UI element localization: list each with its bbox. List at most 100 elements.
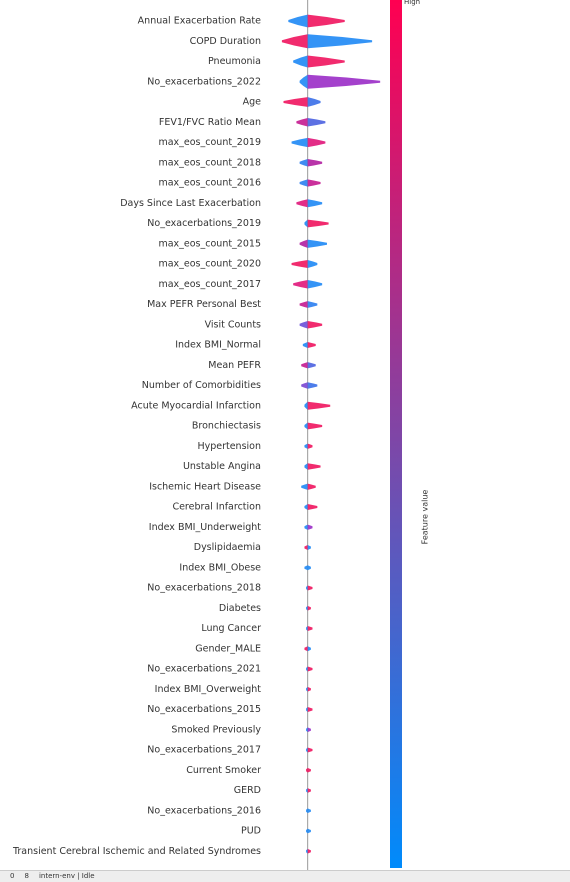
shap-spread: [307, 260, 318, 268]
feature-label: GERD: [234, 785, 261, 796]
shap-spread: [304, 219, 308, 228]
status-item: 0: [10, 872, 15, 880]
shap-spread: [307, 321, 323, 329]
shap-spread: [307, 483, 316, 490]
shap-spread: [299, 179, 308, 187]
feature-label: Diabetes: [219, 603, 261, 614]
shap-spread: [307, 14, 345, 28]
feature-label: No_exacerbations_2015: [147, 704, 261, 715]
shap-spread: [304, 504, 308, 510]
shap-spread: [296, 118, 308, 127]
shap-spread: [307, 137, 326, 148]
status-item: intern-env | Idle: [38, 872, 95, 880]
shap-spread: [307, 565, 311, 571]
shap-spread: [299, 301, 308, 308]
feature-label: Lung Cancer: [201, 623, 261, 634]
shap-spread: [301, 362, 308, 369]
feature-label: No_exacerbations_2022: [147, 76, 261, 87]
feature-label: No_exacerbations_2016: [147, 805, 261, 816]
shap-spread: [307, 97, 321, 107]
colorbar-high-label: High: [404, 0, 420, 6]
shap-spread: [299, 159, 308, 167]
shap-spread: [307, 788, 311, 793]
shap-spread: [307, 545, 311, 550]
shap-spread: [307, 808, 311, 814]
feature-label: Index BMI_Obese: [179, 562, 261, 573]
shap-spread: [307, 747, 313, 753]
shap-spread: [307, 179, 321, 187]
feature-label: Smoked Previously: [171, 724, 261, 735]
colorbar: [390, 0, 402, 868]
shap-spread: [291, 260, 308, 268]
shap-spread: [306, 747, 308, 753]
feature-label: Gender_MALE: [195, 643, 261, 654]
shap-spread: [307, 422, 323, 430]
shap-spread: [304, 463, 308, 470]
feature-label: max_eos_count_2017: [158, 279, 261, 290]
feature-label: max_eos_count_2015: [158, 238, 261, 249]
feature-label: COPD Duration: [190, 36, 261, 47]
feature-label: Annual Exacerbation Rate: [138, 16, 261, 27]
feature-label: Pneumonia: [208, 56, 261, 67]
shap-spread: [307, 666, 313, 672]
shap-spread: [307, 34, 373, 49]
shap-spread: [307, 199, 323, 208]
shap-spread: [293, 55, 308, 68]
shap-spread: [291, 137, 308, 148]
shap-spread: [307, 74, 381, 89]
shap-spread: [307, 828, 311, 834]
shap-spread: [306, 727, 308, 733]
shap-spread: [299, 321, 308, 329]
shap-spread: [307, 219, 329, 228]
feature-label: Current Smoker: [186, 765, 261, 776]
shap-spread: [304, 565, 308, 571]
shap-spread: [306, 707, 308, 712]
feature-label: Age: [243, 97, 262, 108]
shap-spread: [293, 280, 308, 289]
shap-spread: [281, 34, 308, 49]
shap-spread: [304, 422, 308, 430]
shap-spread: [307, 504, 318, 510]
shap-spread: [307, 443, 313, 449]
feature-label: Number of Comorbidities: [142, 380, 261, 391]
shap-spread: [306, 666, 308, 672]
shap-spread: [304, 646, 308, 652]
colorbar-label: Feature value: [421, 490, 430, 545]
feature-label: No_exacerbations_2018: [147, 583, 261, 594]
shap-spread: [307, 342, 316, 348]
feature-label: Ischemic Heart Disease: [149, 481, 261, 492]
shap-spread: [307, 767, 311, 773]
shap-spread: [306, 686, 308, 692]
feature-label: Mean PEFR: [208, 360, 261, 371]
feature-label: max_eos_count_2016: [158, 178, 261, 189]
feature-label: max_eos_count_2020: [158, 259, 261, 270]
shap-spread: [307, 301, 318, 308]
feature-label: Unstable Angina: [183, 461, 261, 472]
shap-spread: [306, 767, 308, 773]
feature-label: No_exacerbations_2019: [147, 218, 261, 229]
shap-spread: [302, 342, 308, 348]
shap-spread: [307, 463, 321, 470]
feature-label: Max PEFR Personal Best: [147, 299, 261, 310]
shap-spread: [306, 808, 308, 814]
shap-spread: [306, 848, 308, 854]
feature-label: PUD: [241, 826, 261, 837]
shap-spread: [307, 727, 311, 733]
shap-spread: [304, 443, 308, 449]
shap-spread: [288, 14, 308, 28]
feature-label: max_eos_count_2018: [158, 157, 261, 168]
shap-spread: [304, 401, 308, 410]
shap-spread: [307, 401, 331, 410]
shap-spread: [306, 788, 308, 793]
shap-spread: [296, 199, 308, 208]
shap-spread: [307, 280, 323, 289]
status-item: 8: [24, 872, 29, 880]
feature-label: Dyslipidaemia: [194, 542, 261, 553]
shap-spread: [307, 55, 345, 68]
feature-label: Days Since Last Exacerbation: [120, 198, 261, 209]
feature-label: Hypertension: [197, 441, 261, 452]
shap-spread: [307, 686, 311, 692]
feature-label: No_exacerbations_2017: [147, 745, 261, 756]
